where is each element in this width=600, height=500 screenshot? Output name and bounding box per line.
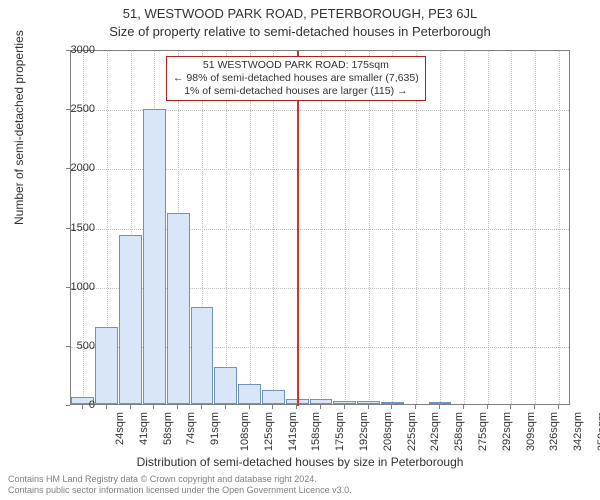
histogram-bar xyxy=(262,390,285,404)
x-tick-label: 108sqm xyxy=(239,412,251,451)
x-tick-label: 141sqm xyxy=(287,412,299,451)
x-tick-label: 342sqm xyxy=(572,412,584,451)
x-tick-label: 208sqm xyxy=(382,412,394,451)
x-tick-mark xyxy=(130,405,131,409)
x-tick-mark xyxy=(558,405,559,409)
chart-area: 51 WESTWOOD PARK ROAD: 175sqm ← 98% of s… xyxy=(70,50,570,405)
y-tick-label: 1500 xyxy=(35,222,95,234)
gridline-vertical xyxy=(488,51,489,404)
x-tick-mark xyxy=(296,405,297,409)
footer-line-1: Contains HM Land Registry data © Crown c… xyxy=(8,474,352,485)
x-tick-label: 41sqm xyxy=(138,412,150,445)
x-tick-mark xyxy=(439,405,440,409)
x-tick-label: 58sqm xyxy=(162,412,174,445)
x-tick-mark xyxy=(391,405,392,409)
annotation-line-2: ← 98% of semi-detached houses are smalle… xyxy=(173,72,419,85)
sub-title: Size of property relative to semi-detach… xyxy=(0,21,600,39)
x-tick-mark xyxy=(249,405,250,409)
gridline-vertical xyxy=(369,51,370,404)
histogram-bar xyxy=(429,402,452,404)
gridline-vertical xyxy=(250,51,251,404)
annotation-line-3: 1% of semi-detached houses are larger (1… xyxy=(173,85,419,98)
x-tick-label: 359sqm xyxy=(596,412,600,451)
x-tick-mark xyxy=(106,405,107,409)
plot-box: 51 WESTWOOD PARK ROAD: 175sqm ← 98% of s… xyxy=(70,50,570,405)
x-tick-label: 74sqm xyxy=(185,412,197,445)
reference-marker-line xyxy=(297,51,299,406)
gridline-vertical xyxy=(226,51,227,404)
x-tick-label: 326sqm xyxy=(549,412,561,451)
x-tick-mark xyxy=(344,405,345,409)
x-tick-mark xyxy=(415,405,416,409)
x-tick-label: 242sqm xyxy=(430,412,442,451)
histogram-bar xyxy=(381,402,404,404)
x-tick-label: 24sqm xyxy=(114,412,126,445)
histogram-bar xyxy=(191,307,214,404)
x-tick-mark xyxy=(177,405,178,409)
y-tick-label: 2000 xyxy=(35,162,95,174)
x-tick-mark xyxy=(153,405,154,409)
histogram-bar xyxy=(119,235,142,404)
x-tick-label: 292sqm xyxy=(501,412,513,451)
x-tick-label: 175sqm xyxy=(334,412,346,451)
x-tick-label: 309sqm xyxy=(525,412,537,451)
x-tick-mark xyxy=(534,405,535,409)
x-tick-mark xyxy=(320,405,321,409)
histogram-bar xyxy=(357,401,380,404)
x-tick-mark xyxy=(487,405,488,409)
x-tick-mark xyxy=(368,405,369,409)
y-tick-label: 2500 xyxy=(35,103,95,115)
histogram-bar xyxy=(310,399,333,404)
x-tick-label: 91sqm xyxy=(209,412,221,445)
gridline-vertical xyxy=(511,51,512,404)
y-tick-label: 0 xyxy=(35,399,95,411)
gridline-vertical xyxy=(345,51,346,404)
gridline-vertical xyxy=(464,51,465,404)
x-tick-mark xyxy=(201,405,202,409)
x-tick-label: 258sqm xyxy=(453,412,465,451)
x-axis-label: Distribution of semi-detached houses by … xyxy=(0,455,600,469)
histogram-bar xyxy=(214,367,237,404)
annotation-line-1: 51 WESTWOOD PARK ROAD: 175sqm xyxy=(173,59,419,72)
main-title: 51, WESTWOOD PARK ROAD, PETERBOROUGH, PE… xyxy=(0,0,600,21)
y-tick-label: 500 xyxy=(35,340,95,352)
annotation-callout: 51 WESTWOOD PARK ROAD: 175sqm ← 98% of s… xyxy=(166,56,426,101)
x-tick-mark xyxy=(463,405,464,409)
gridline-vertical xyxy=(392,51,393,404)
x-tick-label: 225sqm xyxy=(406,412,418,451)
histogram-bar xyxy=(167,213,190,404)
histogram-bar xyxy=(143,109,166,404)
y-tick-label: 3000 xyxy=(35,44,95,56)
x-tick-label: 192sqm xyxy=(358,412,370,451)
x-tick-mark xyxy=(510,405,511,409)
gridline-vertical xyxy=(440,51,441,404)
x-tick-mark xyxy=(272,405,273,409)
gridline-vertical xyxy=(416,51,417,404)
histogram-bar xyxy=(333,401,356,404)
x-tick-label: 125sqm xyxy=(263,412,275,451)
y-tick-label: 1000 xyxy=(35,281,95,293)
x-tick-label: 158sqm xyxy=(311,412,323,451)
gridline-vertical xyxy=(273,51,274,404)
gridline-vertical xyxy=(559,51,560,404)
footer-line-2: Contains public sector information licen… xyxy=(8,485,352,496)
histogram-bar xyxy=(95,327,118,404)
x-tick-label: 275sqm xyxy=(477,412,489,451)
footer-attribution: Contains HM Land Registry data © Crown c… xyxy=(8,474,352,496)
histogram-bar xyxy=(238,384,261,404)
x-tick-mark xyxy=(225,405,226,409)
gridline-vertical xyxy=(535,51,536,404)
gridline-vertical xyxy=(321,51,322,404)
y-axis-label: Number of semi-detached properties xyxy=(12,30,26,225)
